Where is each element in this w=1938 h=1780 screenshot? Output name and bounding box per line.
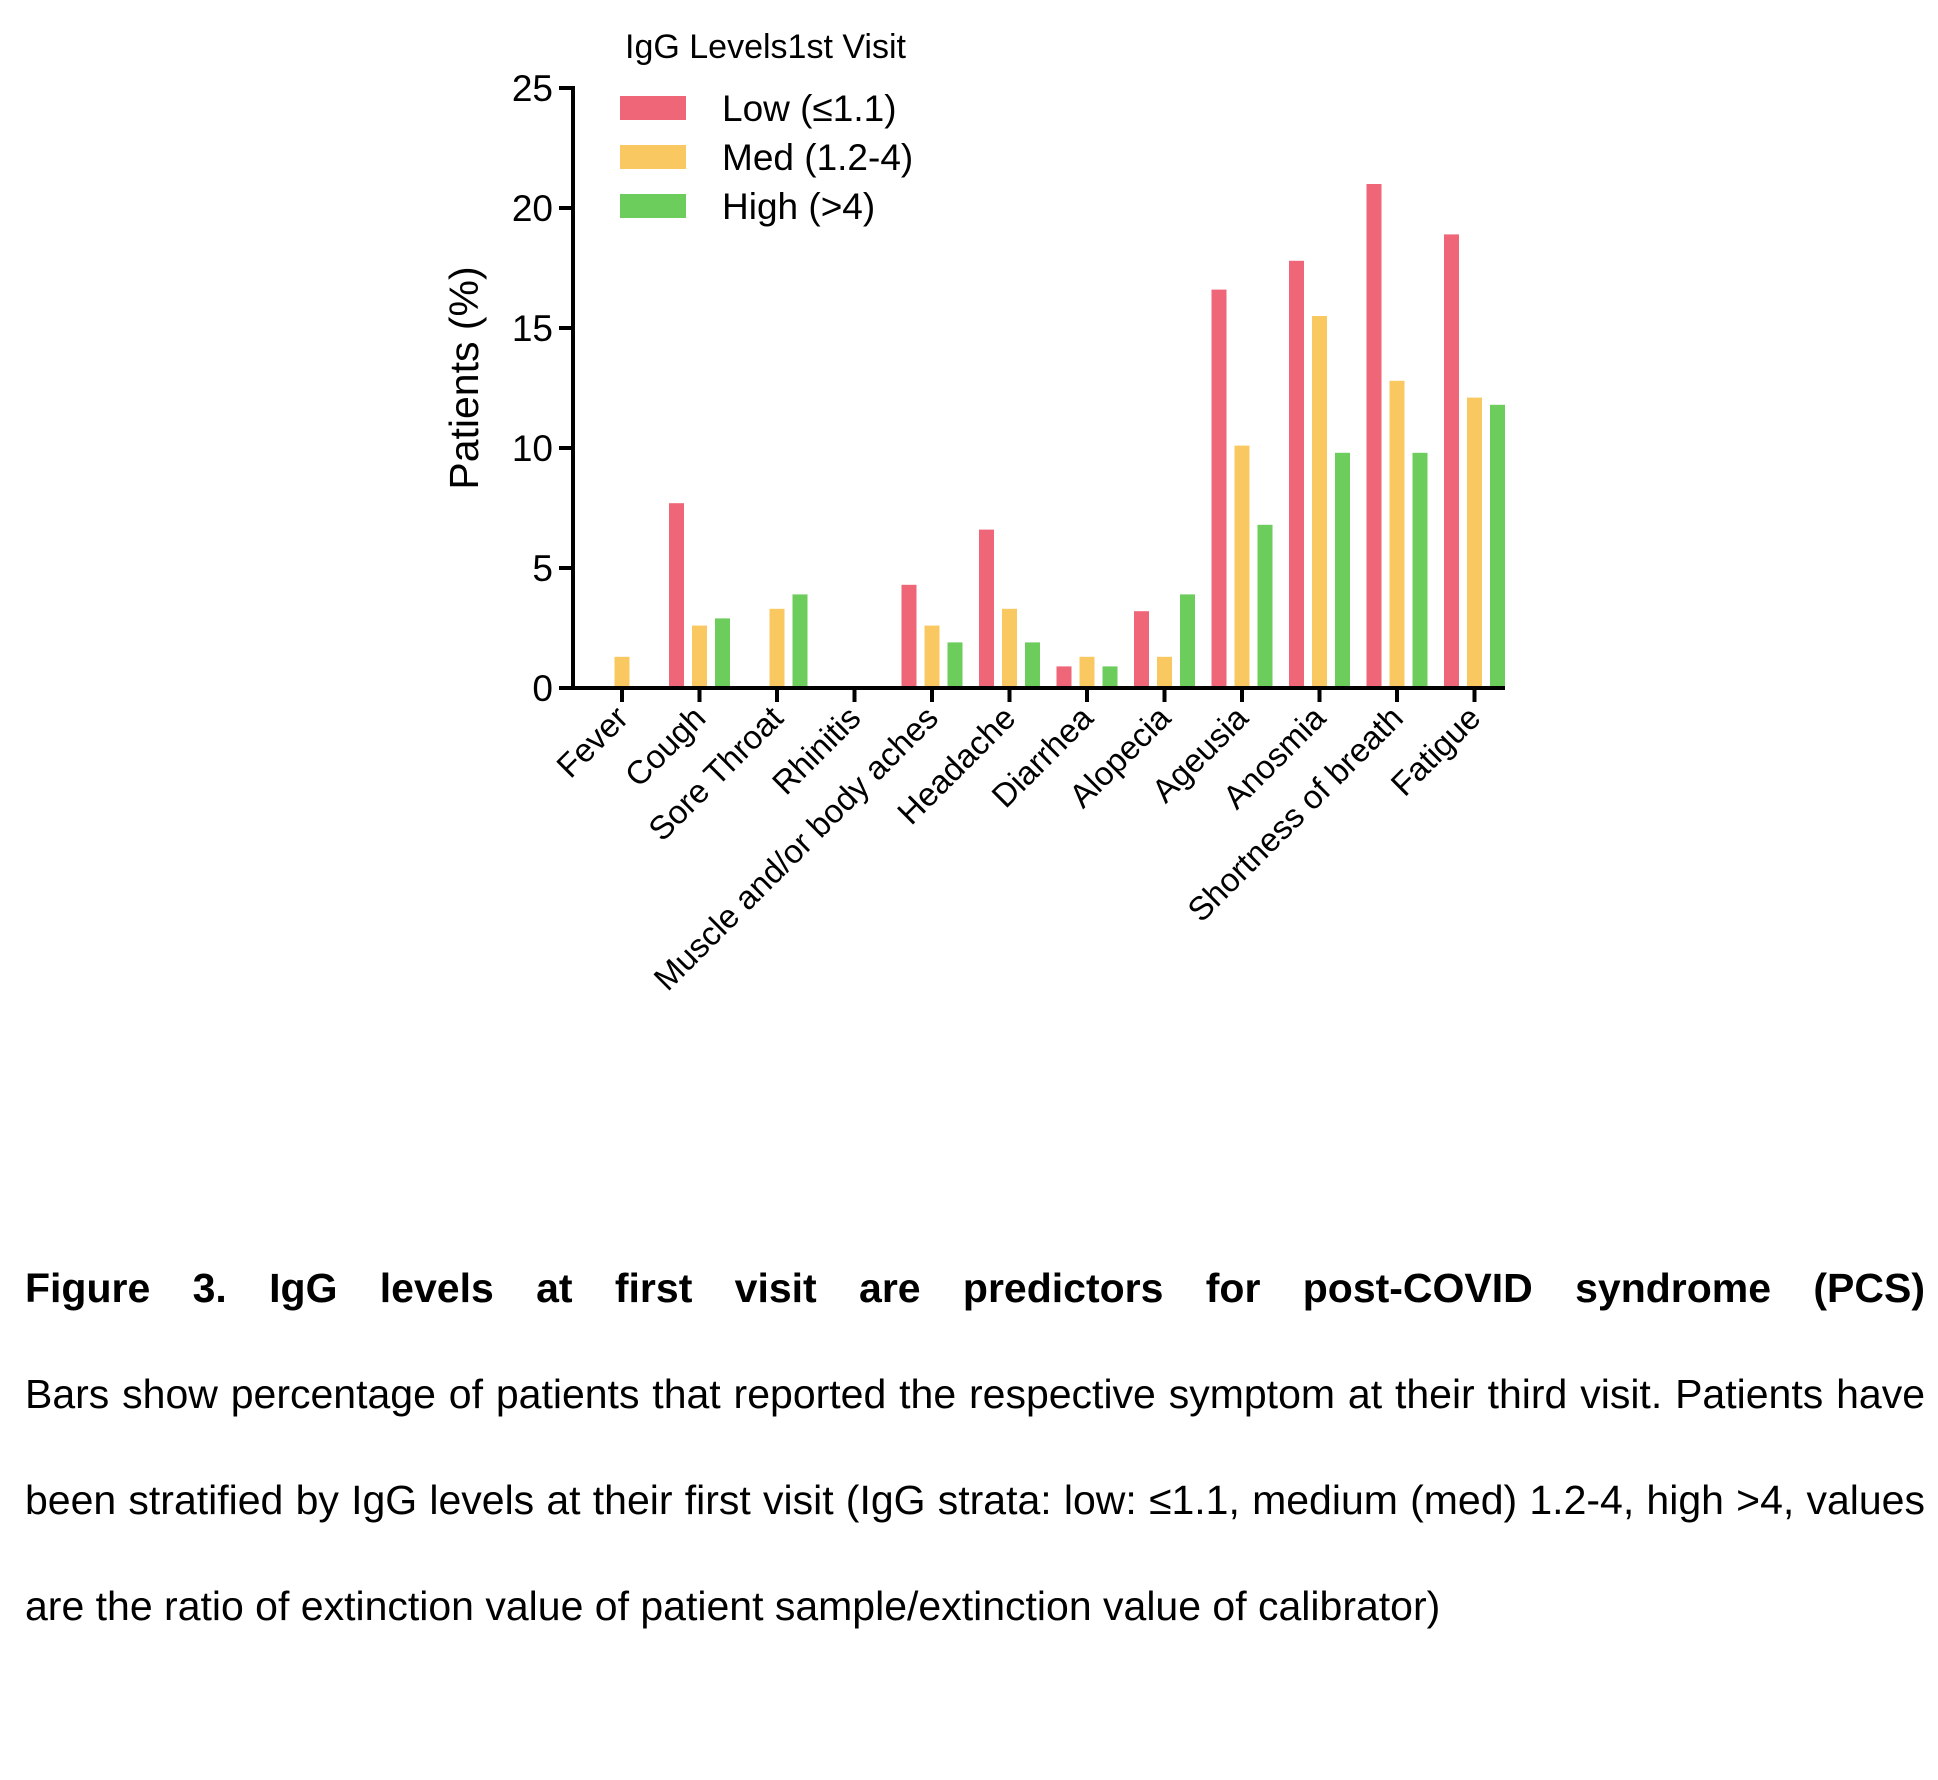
- legend-label-low-1-1: Low (≤1.1): [722, 88, 897, 129]
- legend-label-med-1-2-4: Med (1.2-4): [722, 137, 913, 178]
- y-tick-label: 20: [512, 188, 553, 229]
- bar-shortness-of-breath-med-1-2-4: [1389, 380, 1405, 688]
- y-tick-label: 0: [532, 668, 553, 709]
- bar-ageusia-med-1-2-4: [1234, 445, 1250, 688]
- legend: IgG Levels1st Visit Low (≤1.1) Med (1.2-4)…: [620, 28, 913, 227]
- legend-swatch-med-1-2-4: [620, 145, 686, 169]
- bar-alopecia-low-1-1: [1134, 611, 1149, 688]
- bar-muscle-and-or-body-aches-low-1-1: [901, 584, 917, 688]
- caption-body: Bars show percentage of patients that re…: [25, 1371, 1925, 1629]
- y-axis-label: Patients (%): [441, 266, 487, 489]
- bar-shortness-of-breath-high-4: [1412, 452, 1428, 688]
- bar-headache-high-4: [1025, 642, 1040, 688]
- chart: Fever Cough Sore Throat Rhinitis Muscle and/…: [441, 28, 1505, 997]
- y-tick-label: 10: [512, 428, 553, 469]
- figure-caption: Figure 3. IgG levels at first visit are …: [25, 1235, 1925, 1659]
- legend-label-high-4: High (>4): [722, 186, 875, 227]
- legend-swatch-high-4: [620, 194, 686, 218]
- bar-anosmia-med-1-2-4: [1312, 316, 1327, 688]
- bar-headache-med-1-2-4: [1002, 608, 1017, 688]
- bar-alopecia-med-1-2-4: [1157, 656, 1172, 688]
- caption-title: Figure 3. IgG levels at first visit are …: [25, 1265, 1925, 1311]
- bars-group: [614, 184, 1505, 688]
- bar-fatigue-med-1-2-4: [1467, 397, 1482, 688]
- bar-ageusia-high-4: [1257, 524, 1273, 688]
- bar-fever-med-1-2-4: [614, 656, 630, 688]
- bar-alopecia-high-4: [1180, 594, 1195, 688]
- bar-sore-throat-med-1-2-4: [769, 608, 785, 688]
- legend-title: IgG Levels1st Visit: [625, 28, 907, 66]
- bar-headache-low-1-1: [979, 529, 994, 688]
- bar-muscle-and-or-body-aches-med-1-2-4: [924, 625, 940, 688]
- bar-diarrhea-med-1-2-4: [1079, 656, 1095, 688]
- bar-diarrhea-low-1-1: [1056, 666, 1072, 688]
- y-tick-label: 25: [512, 68, 553, 109]
- bar-cough-med-1-2-4: [692, 625, 707, 688]
- bar-anosmia-low-1-1: [1289, 260, 1304, 688]
- bar-cough-high-4: [715, 618, 730, 688]
- bar-fatigue-low-1-1: [1444, 234, 1459, 688]
- bar-ageusia-low-1-1: [1211, 289, 1227, 688]
- bar-fatigue-high-4: [1490, 404, 1505, 688]
- bar-shortness-of-breath-low-1-1: [1366, 184, 1382, 688]
- bar-muscle-and-or-body-aches-high-4: [947, 642, 963, 688]
- bar-anosmia-high-4: [1335, 452, 1350, 688]
- y-tick-label: 15: [512, 308, 553, 349]
- legend-swatch-low-1-1: [620, 96, 686, 120]
- bar-diarrhea-high-4: [1102, 666, 1118, 688]
- bar-sore-throat-high-4: [792, 594, 808, 688]
- y-tick-label: 5: [532, 548, 553, 589]
- bar-cough-low-1-1: [669, 503, 684, 688]
